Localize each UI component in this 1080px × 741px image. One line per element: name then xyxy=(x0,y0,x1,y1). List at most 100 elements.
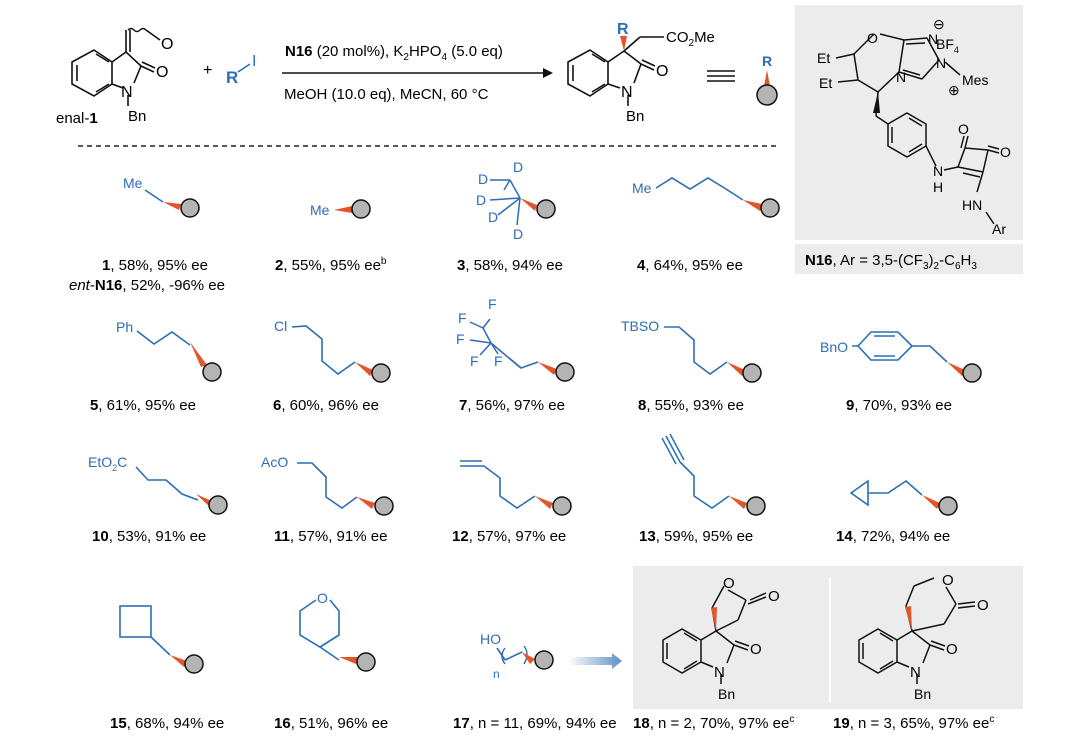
compound-2-caption: 2, 55%, 95% eeb xyxy=(275,256,387,274)
substituent-1: Me xyxy=(123,175,200,218)
ent-n16-caption: ent-N16, 52%, -96% ee xyxy=(69,277,225,294)
product-structure xyxy=(567,36,664,106)
substituent-10: EtO2C xyxy=(88,454,228,515)
catalyst-minus: ⊖ xyxy=(933,16,945,32)
catalyst-wedge-bond xyxy=(873,92,880,113)
svg-text:Ph: Ph xyxy=(116,319,133,335)
product-r: R xyxy=(617,21,629,38)
spiro-19-n: N xyxy=(910,664,921,681)
substituent-6: Cl xyxy=(274,318,391,383)
transformation-arrow xyxy=(568,653,622,669)
substituent-8: TBSO xyxy=(621,318,762,383)
spiro-19-amide-o: O xyxy=(946,641,958,658)
enal-carbonyl-o: O xyxy=(156,64,168,81)
catalyst-et-2: Et xyxy=(819,75,832,91)
catalyst-squaramide-o-2: O xyxy=(1000,144,1011,160)
product-bn: Bn xyxy=(626,108,644,125)
svg-text:O: O xyxy=(317,590,328,606)
reagent-r: R xyxy=(226,68,238,87)
spiro-19-wedge xyxy=(905,606,912,631)
product-ester: CO2Me xyxy=(666,29,715,49)
catalyst-mes: Mes xyxy=(962,72,988,88)
compound-9-caption: 9, 70%, 93% ee xyxy=(846,397,952,414)
compound-12-caption: 12, 57%, 97% ee xyxy=(452,528,566,545)
enal-label: enal-1 xyxy=(56,110,98,127)
svg-text:EtO2C: EtO2C xyxy=(88,454,127,473)
spiro-18-wedge-1 xyxy=(711,607,717,631)
catalyst-nh-n: N xyxy=(933,163,943,179)
substituent-4: Me xyxy=(632,177,780,218)
reaction-arrowhead xyxy=(543,68,553,78)
catalyst-nh-h: H xyxy=(933,179,943,195)
svg-text:F: F xyxy=(458,310,467,326)
spiro-18-bn: Bn xyxy=(718,686,735,702)
compound-4-caption: 4, 64%, 95% ee xyxy=(637,257,743,274)
conditions-line-1: N16 (20 mol%), K2HPO4 (5.0 eq) xyxy=(285,43,503,63)
substituent-15 xyxy=(119,605,204,674)
catalyst-n-top: N xyxy=(928,31,938,47)
equivalence-sign xyxy=(707,70,735,82)
compound-14-caption: 14, 72%, 94% ee xyxy=(836,528,950,545)
substituent-2: Me xyxy=(310,199,371,219)
spiro-18-n: N xyxy=(714,664,725,681)
catalyst-squaramide-o-1: O xyxy=(958,121,969,137)
substituent-9: BnO xyxy=(820,331,982,383)
substituent-16: O xyxy=(299,590,376,672)
svg-text:Me: Me xyxy=(310,202,330,218)
catalyst-ar: Ar xyxy=(992,221,1006,237)
plus-sign: + xyxy=(203,62,212,79)
enal-aldehyde-o: O xyxy=(161,36,173,53)
substituent-13 xyxy=(661,433,766,516)
catalyst-plus: ⊕ xyxy=(948,82,960,98)
compound-17-caption: 17, n = 11, 69%, 94% ee xyxy=(453,715,617,732)
compound-16-caption: 16, 51%, 96% ee xyxy=(274,715,388,732)
reagent-bond xyxy=(237,63,251,73)
svg-text:TBSO: TBSO xyxy=(621,318,659,334)
reagent-i: I xyxy=(252,53,256,70)
ball-r-label: R xyxy=(762,53,772,69)
catalyst-o: O xyxy=(867,30,878,46)
enal-n: N xyxy=(121,84,133,101)
svg-text:D: D xyxy=(478,171,488,187)
spiro-18-ring-o: O xyxy=(723,575,735,592)
spiro-19-ring-o: O xyxy=(942,572,954,589)
compound-3-caption: 3, 58%, 94% ee xyxy=(457,257,563,274)
svg-text:Me: Me xyxy=(123,175,143,191)
product-wedge-bond xyxy=(620,36,627,51)
compound-6-caption: 6, 60%, 96% ee xyxy=(273,397,379,414)
compound-18-caption: 18, n = 2, 70%, 97% eec xyxy=(633,714,794,732)
spiro-18-structure xyxy=(662,585,767,684)
compound-5-caption: 5, 61%, 95% ee xyxy=(90,397,196,414)
catalyst-hn: HN xyxy=(962,197,982,213)
catalyst-caption-box xyxy=(795,244,1023,274)
substituent-14 xyxy=(849,479,958,516)
svg-text:Me: Me xyxy=(632,180,652,196)
catalyst-n-mes: N xyxy=(936,55,946,71)
compound-1-caption: 1, 58%, 95% ee xyxy=(102,257,208,274)
compound-11-caption: 11, 57%, 91% ee xyxy=(274,528,387,545)
enal-bn: Bn xyxy=(128,108,146,125)
compound-19-caption: 19, n = 3, 65%, 97% eec xyxy=(833,714,994,732)
spiro-18-amide-o: O xyxy=(750,641,762,658)
svg-text:D: D xyxy=(488,209,498,225)
substituent-12 xyxy=(460,460,572,516)
catalyst-bf4: BF4 xyxy=(936,36,959,55)
substituent-11: AcO xyxy=(261,454,394,516)
substituent-3: D D D D D xyxy=(476,159,556,242)
svg-text:D: D xyxy=(513,226,523,242)
product-n: N xyxy=(621,84,633,101)
ball-core xyxy=(756,84,778,106)
conditions-line-2: MeOH (10.0 eq), MeCN, 60 °C xyxy=(284,86,489,103)
compound-8-caption: 8, 55%, 93% ee xyxy=(638,397,744,414)
spiro-19-bn: Bn xyxy=(914,686,931,702)
svg-text:F: F xyxy=(470,353,479,369)
compound-13-caption: 13, 59%, 95% ee xyxy=(639,528,753,545)
svg-text:D: D xyxy=(476,192,486,208)
substituent-7: F F F F F xyxy=(456,296,575,382)
svg-text:BnO: BnO xyxy=(820,339,848,355)
compound-captions: 1, 58%, 95% ee 2, 55%, 95% eeb 3, 58%, 94%… xyxy=(90,256,994,732)
compound-7-caption: 7, 56%, 97% ee xyxy=(459,397,565,414)
compound-10-caption: 10, 53%, 91% ee xyxy=(92,528,206,545)
svg-text:Cl: Cl xyxy=(274,318,287,334)
